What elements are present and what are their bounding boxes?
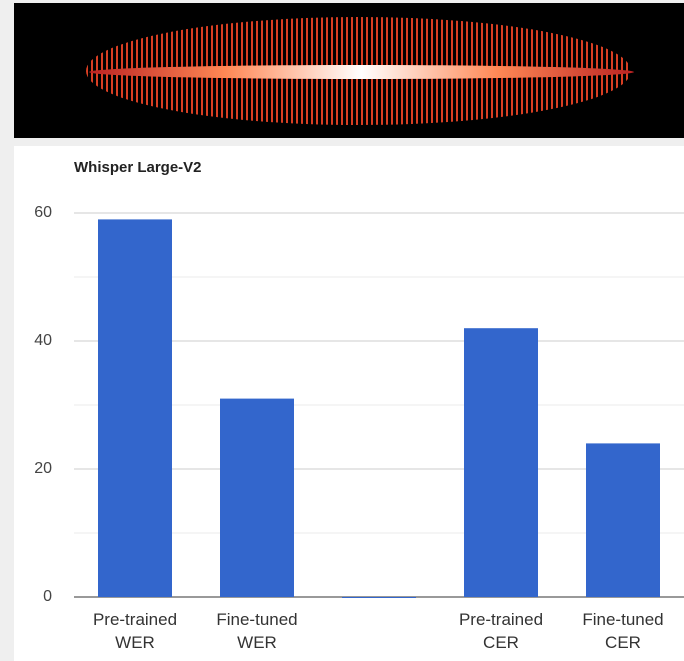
x-tick-label: Fine-tuned CER [582,610,664,652]
y-tick-label: 60 [34,204,52,221]
x-tick-label: Pre-trained CER [458,610,544,652]
bar [464,328,538,597]
bar [342,597,416,598]
bar [220,398,294,597]
bar [98,219,172,597]
chart-title: Whisper Large-V2 [74,159,202,176]
waveform-core [89,65,634,79]
x-tick-label: Fine-tuned WER [216,610,298,652]
y-tick-label: 20 [34,460,52,477]
y-tick-label: 40 [34,332,52,349]
y-tick-label: 0 [43,588,52,605]
x-tick-label: Pre-trained WER [92,610,178,652]
bar [586,443,660,597]
audio-banner [14,3,684,138]
